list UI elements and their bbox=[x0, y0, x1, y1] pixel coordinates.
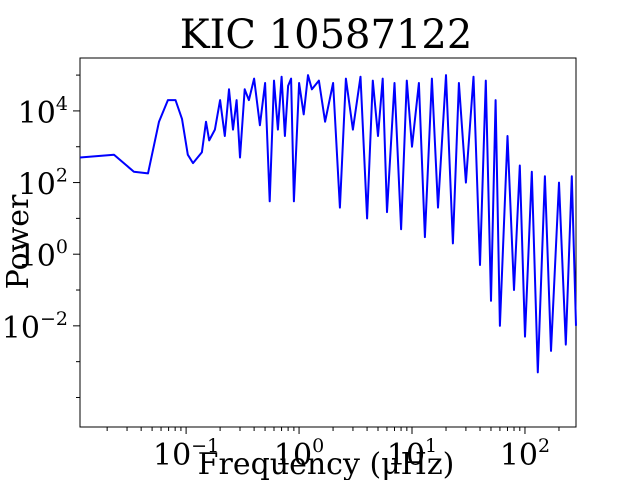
y-axis-ticks: 10−2 100 102 104 bbox=[2, 74, 80, 398]
y-tick-label: 10−2 bbox=[2, 308, 68, 346]
x-axis-label: Frequency (μHz) bbox=[198, 447, 455, 480]
x-axis-ticks: 10−1 100 101 102 bbox=[106, 427, 560, 473]
series-line bbox=[79, 74, 577, 374]
x-tick-label: 101 bbox=[387, 435, 437, 473]
x-tick-label: 102 bbox=[500, 435, 550, 473]
chart-title: KIC 10587122 bbox=[180, 12, 473, 58]
y-tick-label: 102 bbox=[18, 165, 68, 203]
y-tick-label: 100 bbox=[18, 236, 68, 274]
plot-area bbox=[79, 57, 577, 428]
x-tick-label: 10−1 bbox=[153, 435, 219, 473]
x-tick-label: 100 bbox=[274, 435, 324, 473]
y-tick-label: 104 bbox=[18, 93, 68, 131]
plot-frame bbox=[79, 57, 577, 428]
y-axis-label: Power bbox=[1, 194, 36, 289]
